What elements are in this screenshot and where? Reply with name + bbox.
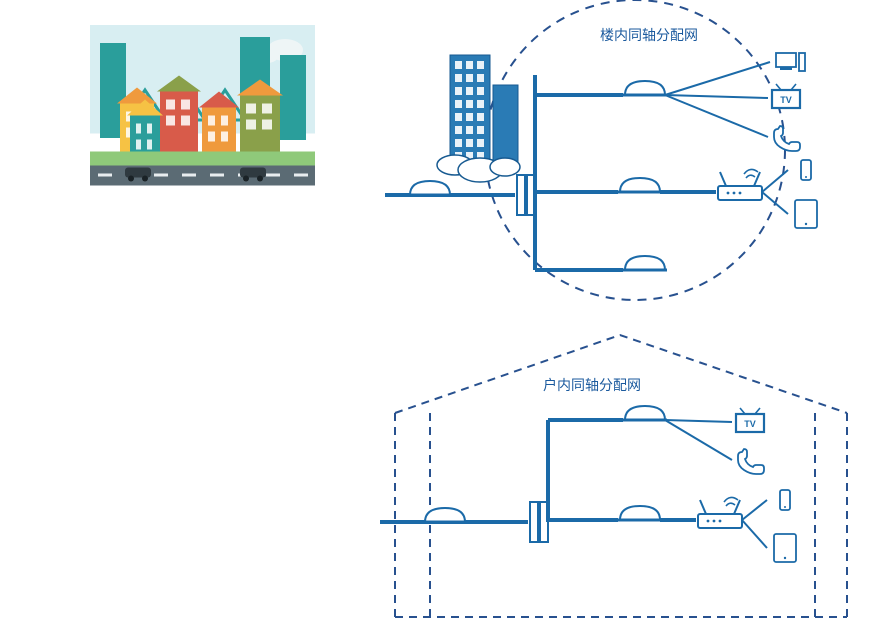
splitter-icon xyxy=(618,178,662,192)
building-network-title: 楼内同轴分配网 xyxy=(600,27,698,43)
tablet-icon xyxy=(795,200,817,228)
router-icon xyxy=(718,169,762,200)
pc-icon xyxy=(776,53,805,71)
splitter-icon xyxy=(408,181,452,195)
indoor-network-diagram: 户内同轴分配网 TV xyxy=(380,335,847,617)
splitter-icon xyxy=(623,81,667,95)
phone-icon xyxy=(738,449,764,474)
splitter-icon xyxy=(623,256,667,270)
svg-text:TV: TV xyxy=(780,95,792,105)
tv-icon: TV xyxy=(736,408,764,432)
indoor-network-title: 户内同轴分配网 xyxy=(543,377,641,393)
tablet-icon xyxy=(774,534,796,562)
amplifier-icon xyxy=(517,175,535,215)
splitter-icon xyxy=(623,406,667,420)
router-icon xyxy=(698,497,742,528)
svg-text:TV: TV xyxy=(744,419,756,429)
building-network-diagram: 楼内同轴分配网 TV xyxy=(385,0,817,300)
city-illustration xyxy=(90,25,315,186)
house-roof xyxy=(395,335,847,413)
splitter-icon xyxy=(423,508,467,522)
mobile-icon xyxy=(801,160,811,180)
highrise-icon xyxy=(437,55,520,182)
phone-icon xyxy=(774,126,800,151)
splitter-icon xyxy=(618,506,662,520)
building-boundary xyxy=(485,0,785,300)
mobile-icon xyxy=(780,490,790,510)
amplifier-icon xyxy=(530,502,548,542)
tv-icon: TV xyxy=(772,84,800,108)
